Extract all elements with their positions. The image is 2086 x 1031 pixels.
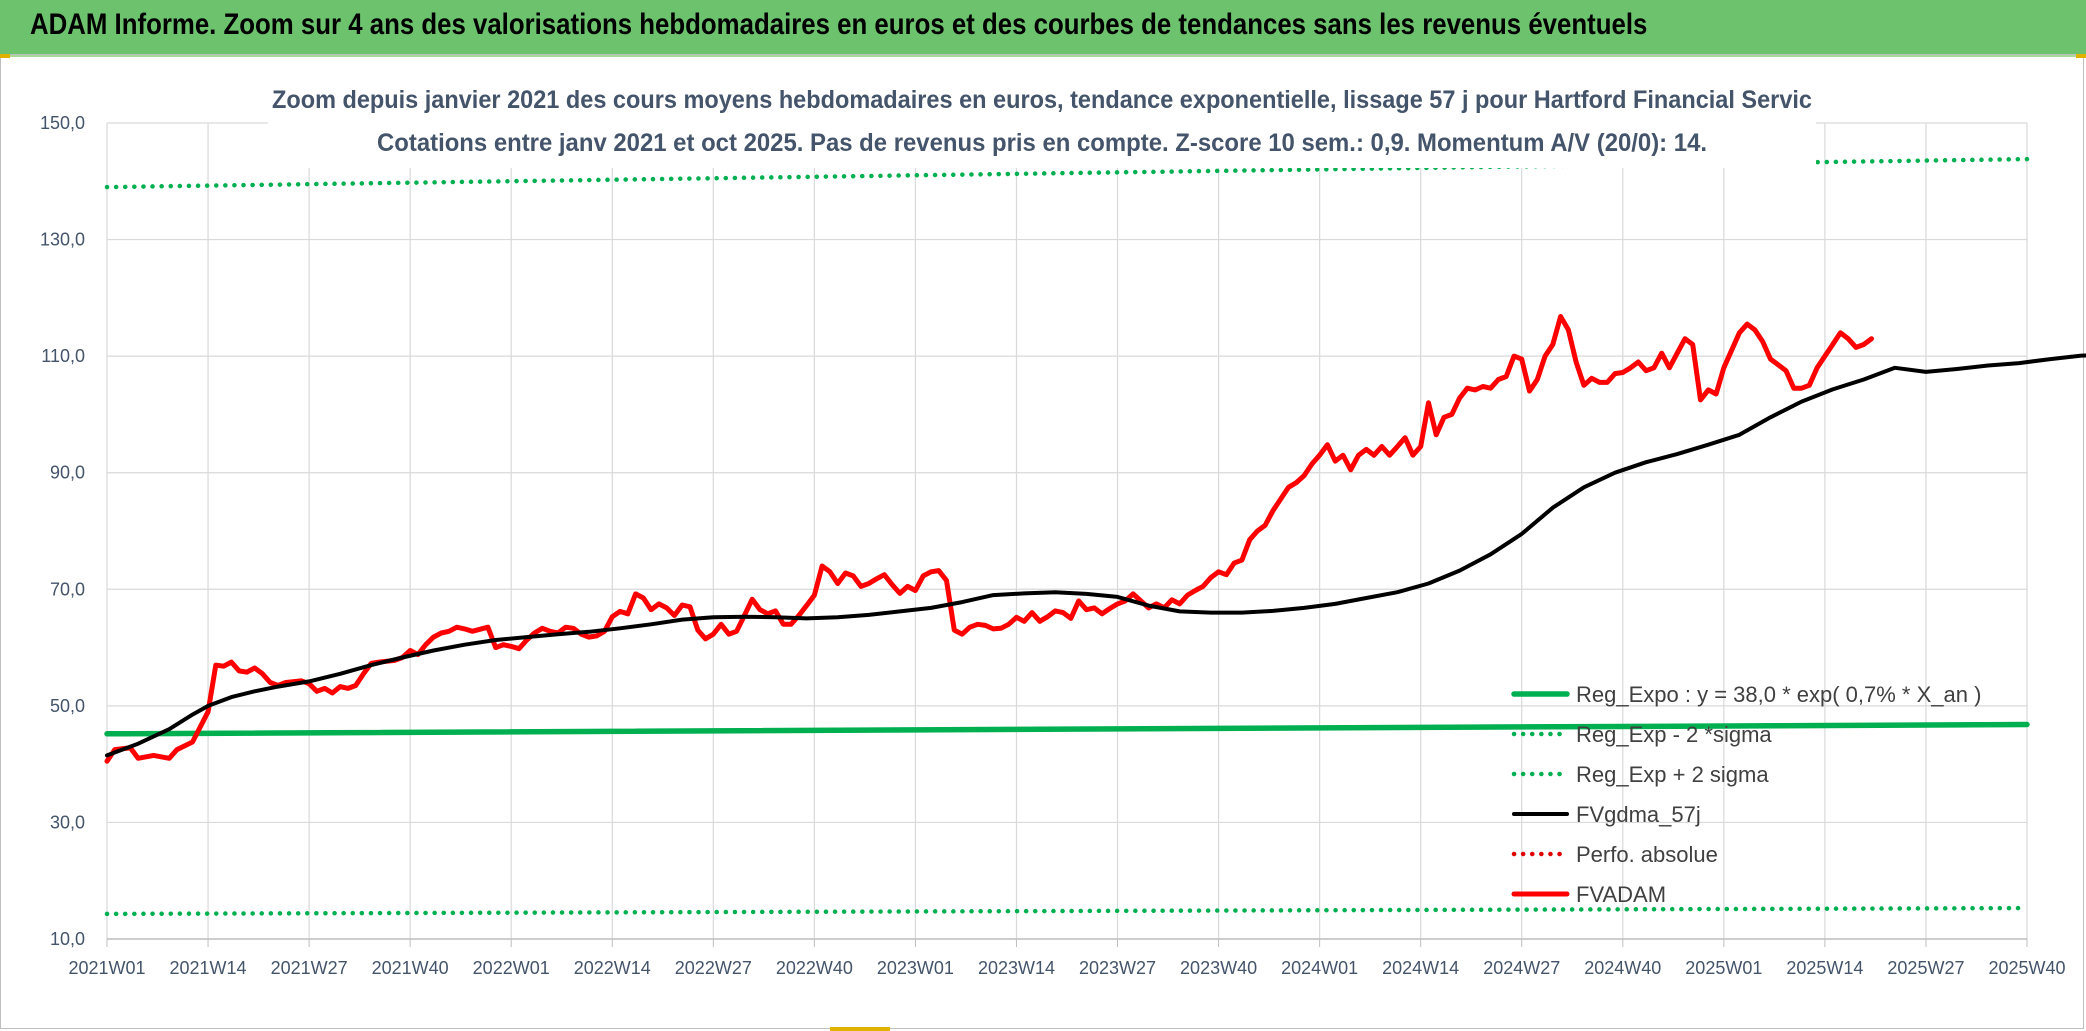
y-tick-label: 90,0	[50, 463, 85, 483]
y-tick-label: 110,0	[41, 346, 85, 366]
x-tick-label: 2021W01	[68, 958, 145, 978]
chart-frame	[0, 54, 2084, 1029]
series-layer	[104, 156, 2086, 917]
report-title: ADAM Informe. Zoom sur 4 ans des valoris…	[30, 8, 1648, 41]
x-tick-label: 2021W27	[271, 958, 348, 978]
y-tick-label: 150,0	[40, 113, 85, 133]
y-tick-label: 70,0	[50, 579, 85, 599]
x-tick-label: 2024W14	[1382, 958, 1459, 978]
x-tick-label: 2025W01	[1685, 958, 1762, 978]
x-tick-label: 2022W01	[473, 958, 550, 978]
x-tick-label: 2024W40	[1584, 958, 1661, 978]
legend-label: FVgdma_57j	[1576, 802, 1701, 827]
legend-label: FVADAM	[1576, 882, 1666, 907]
x-tick-label: 2024W01	[1281, 958, 1358, 978]
y-axis: 150,0 130,0 110,0 90,0 70,0 50,0 30,0 10,0	[40, 113, 85, 949]
series-line-fvgdma-57j-3	[105, 353, 2086, 758]
x-tick-label: 2024W27	[1483, 958, 1560, 978]
x-tick-label: 2023W40	[1180, 958, 1257, 978]
corner-accent	[2076, 54, 2086, 58]
x-tick-label: 2023W14	[978, 958, 1055, 978]
series-line-reg-expo-0	[104, 721, 2030, 737]
x-tick-label: 2022W14	[574, 958, 651, 978]
chart-subtitle: Cotations entre janv 2021 et oct 2025. P…	[377, 129, 1707, 157]
legend-label: Reg_Exp + 2 sigma	[1576, 762, 1769, 787]
x-tick-label: 2022W40	[776, 958, 853, 978]
x-tick-label: 2025W40	[1988, 958, 2065, 978]
x-tick-label: 2025W27	[1887, 958, 1964, 978]
x-tick-label: 2023W27	[1079, 958, 1156, 978]
grid-lines	[106, 122, 2028, 940]
title-banner: ADAM Informe. Zoom sur 4 ans des valoris…	[0, 0, 2086, 57]
series-line-reg-exp-1	[104, 905, 2030, 917]
x-axis: 2021W01 2021W14 2021W27 2021W40 2022W01 2022W…	[68, 938, 2066, 978]
title-background	[268, 80, 1816, 168]
legend: Reg_Expo : y = 38,0 * exp( 0,7% * X_an )…	[1511, 682, 1981, 907]
y-tick-label: 10,0	[50, 929, 85, 949]
x-tick-label: 2022W27	[675, 958, 752, 978]
chart-title: Zoom depuis janvier 2021 des cours moyen…	[272, 86, 1812, 114]
legend-label: Reg_Exp - 2 *sigma	[1576, 722, 1772, 747]
x-tick-label: 2025W14	[1786, 958, 1863, 978]
x-tick-label: 2021W40	[372, 958, 449, 978]
legend-label: Perfo. absolue	[1576, 842, 1718, 867]
bottom-accent	[830, 1027, 890, 1031]
y-tick-label: 30,0	[50, 812, 85, 832]
corner-accent	[0, 54, 10, 58]
y-tick-label: 50,0	[50, 696, 85, 716]
series-line-fvadam-5	[104, 314, 1874, 764]
y-tick-label: 130,0	[40, 230, 85, 250]
x-tick-label: 2021W14	[170, 958, 247, 978]
legend-label: Reg_Expo : y = 38,0 * exp( 0,7% * X_an )	[1576, 682, 1981, 707]
x-tick-label: 2023W01	[877, 958, 954, 978]
